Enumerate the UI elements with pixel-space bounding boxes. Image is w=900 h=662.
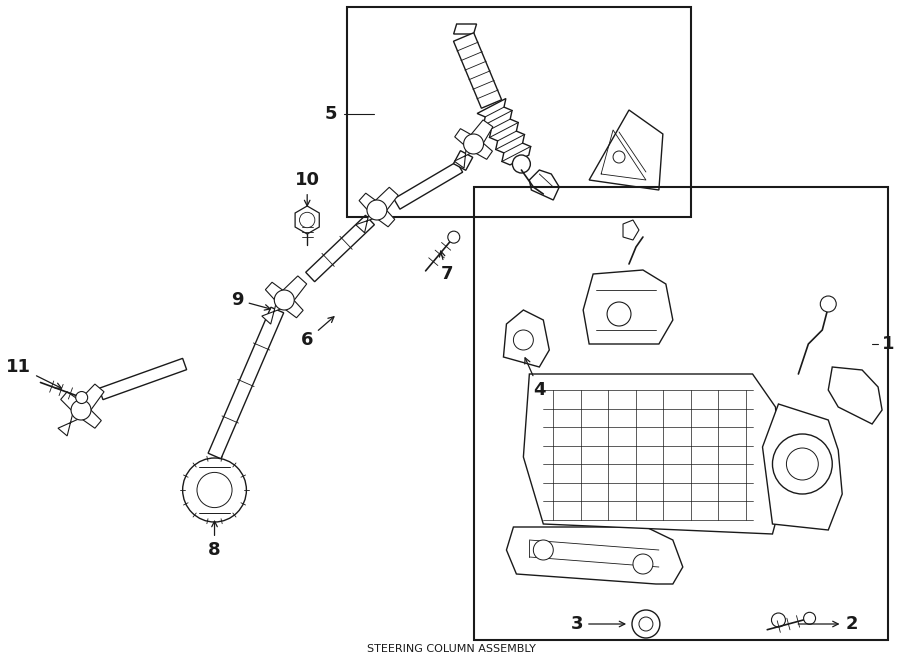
Polygon shape	[359, 193, 382, 215]
Circle shape	[183, 458, 247, 522]
Circle shape	[464, 134, 483, 154]
Bar	[473, 187, 888, 640]
Circle shape	[367, 200, 387, 220]
Circle shape	[534, 540, 554, 560]
Circle shape	[274, 290, 294, 310]
Circle shape	[633, 554, 652, 574]
Polygon shape	[477, 99, 531, 165]
Polygon shape	[467, 120, 493, 148]
Polygon shape	[371, 187, 398, 215]
Polygon shape	[762, 404, 842, 530]
Polygon shape	[507, 527, 683, 584]
Polygon shape	[99, 358, 186, 400]
Polygon shape	[266, 282, 289, 305]
Polygon shape	[470, 138, 492, 160]
Polygon shape	[394, 162, 463, 209]
Circle shape	[772, 434, 832, 494]
Polygon shape	[262, 295, 290, 324]
Text: 7: 7	[439, 251, 453, 283]
Text: STEERING COLUMN ASSEMBLY: STEERING COLUMN ASSEMBLY	[367, 644, 536, 654]
Polygon shape	[295, 206, 319, 234]
Text: 5: 5	[325, 105, 338, 123]
Circle shape	[71, 400, 91, 420]
Text: 9: 9	[231, 291, 270, 310]
Polygon shape	[454, 140, 480, 168]
Text: 4: 4	[525, 358, 545, 399]
Polygon shape	[373, 205, 395, 227]
Polygon shape	[828, 367, 882, 424]
Polygon shape	[76, 404, 102, 428]
Polygon shape	[454, 32, 501, 109]
Polygon shape	[280, 295, 303, 318]
Circle shape	[820, 296, 836, 312]
Circle shape	[300, 213, 315, 228]
Text: 11: 11	[6, 358, 61, 388]
Text: 2: 2	[798, 615, 858, 633]
Circle shape	[76, 391, 87, 404]
Circle shape	[513, 330, 534, 350]
Circle shape	[771, 613, 786, 627]
Polygon shape	[306, 215, 374, 282]
Polygon shape	[58, 405, 87, 436]
Circle shape	[804, 612, 815, 624]
Polygon shape	[454, 128, 478, 150]
Circle shape	[639, 617, 652, 631]
Polygon shape	[590, 110, 663, 190]
Text: 6: 6	[301, 316, 334, 349]
Circle shape	[197, 473, 232, 508]
Text: 1: 1	[882, 335, 895, 353]
Circle shape	[448, 231, 460, 243]
Polygon shape	[454, 24, 477, 34]
Circle shape	[512, 155, 530, 173]
Polygon shape	[623, 220, 639, 240]
Circle shape	[787, 448, 818, 480]
Circle shape	[632, 610, 660, 638]
Polygon shape	[503, 310, 549, 367]
Polygon shape	[278, 276, 307, 305]
Circle shape	[608, 302, 631, 326]
Polygon shape	[75, 384, 104, 415]
Polygon shape	[60, 392, 86, 415]
Polygon shape	[208, 307, 284, 459]
Text: 3: 3	[571, 615, 625, 633]
Polygon shape	[529, 170, 559, 200]
Bar	[347, 7, 691, 217]
Text: 10: 10	[294, 171, 320, 206]
Polygon shape	[583, 270, 673, 344]
Circle shape	[613, 151, 625, 163]
Polygon shape	[454, 151, 473, 170]
Polygon shape	[524, 374, 782, 534]
Text: 8: 8	[208, 521, 220, 559]
Polygon shape	[356, 205, 382, 233]
